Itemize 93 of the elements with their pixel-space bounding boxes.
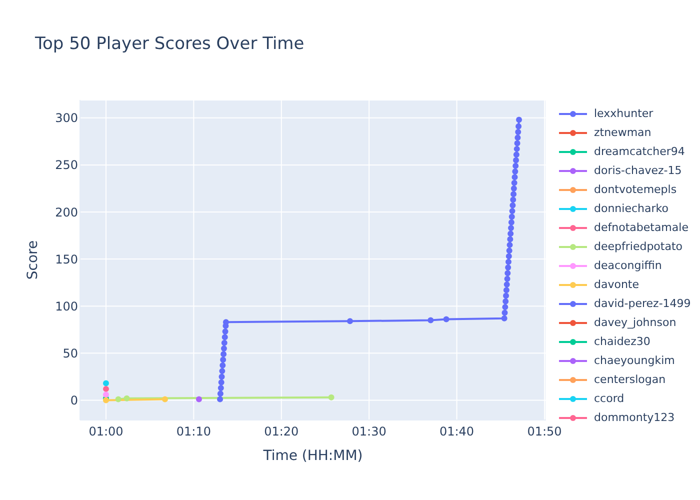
point — [220, 345, 227, 352]
y-tick-label: 100 — [55, 299, 78, 314]
legend-label: davey_johnson — [594, 316, 676, 329]
point — [502, 298, 509, 304]
point — [428, 317, 434, 324]
point — [510, 202, 516, 208]
point — [513, 157, 520, 164]
legend-label: doris-chavez-15 — [594, 164, 682, 177]
point — [516, 116, 522, 123]
point — [509, 208, 516, 214]
point — [507, 236, 514, 242]
point — [504, 270, 511, 276]
point — [222, 328, 228, 335]
point — [506, 253, 512, 260]
x-tick-label: 01:30 — [352, 424, 386, 439]
point — [102, 380, 109, 386]
legend-label: chaeyoungkim — [594, 354, 675, 367]
legend-label: dommonty123 — [594, 411, 675, 424]
y-tick-label: 300 — [55, 111, 78, 126]
point — [516, 123, 522, 130]
y-axis-title: Score — [25, 240, 41, 280]
point — [503, 287, 510, 294]
point — [221, 340, 228, 346]
point — [162, 396, 168, 402]
point — [515, 129, 522, 135]
point — [504, 281, 510, 288]
point — [502, 310, 508, 316]
point — [508, 230, 514, 237]
legend-label: dreamcatcher94 — [594, 145, 685, 158]
legend-label: centerslogan — [594, 373, 666, 386]
point — [115, 396, 122, 402]
point — [514, 140, 520, 146]
point — [510, 191, 517, 198]
legend-label: lexxhunter — [594, 107, 654, 120]
point — [505, 258, 512, 265]
x-tick-label: 01:50 — [527, 424, 562, 439]
point — [218, 385, 224, 391]
point — [510, 196, 516, 203]
point — [196, 396, 202, 402]
point — [222, 334, 228, 340]
point — [218, 379, 224, 386]
point — [506, 248, 512, 254]
x-tick-label: 01:20 — [264, 424, 299, 439]
point — [514, 146, 520, 152]
point — [508, 214, 515, 220]
point — [512, 162, 519, 169]
legend-label: donniecharko — [594, 202, 668, 215]
point — [506, 242, 513, 248]
legend-label: ccord — [594, 392, 624, 405]
point — [219, 368, 226, 374]
point — [443, 316, 450, 322]
legend-label: defnotabetamale — [594, 221, 688, 234]
point — [501, 315, 508, 322]
point — [508, 219, 514, 226]
point — [510, 185, 517, 192]
x-tick-label: 01:00 — [88, 424, 124, 439]
legend-label: ztnewman — [594, 126, 652, 139]
x-axis-title: Time (HH:MM) — [262, 448, 363, 464]
y-tick-label: 250 — [55, 158, 78, 172]
legend-label: chaidez30 — [594, 335, 650, 348]
point — [328, 394, 334, 400]
point — [508, 225, 514, 231]
legend-label: david-perez-1499 — [594, 297, 691, 310]
legend-label: davonte — [594, 278, 640, 291]
legend-label: dontvotemepls — [594, 183, 677, 196]
point — [217, 396, 224, 402]
point — [502, 304, 508, 310]
point — [513, 152, 520, 158]
point — [503, 292, 510, 299]
point — [512, 174, 518, 180]
point — [220, 362, 226, 368]
point — [505, 264, 512, 271]
point — [102, 392, 109, 398]
point — [124, 395, 130, 402]
point — [217, 390, 224, 397]
legend-label: deepfriedpotato — [594, 240, 683, 253]
point — [512, 168, 518, 175]
x-tick-label: 01:40 — [439, 424, 474, 439]
point — [220, 351, 227, 358]
point — [511, 180, 518, 186]
y-tick-label: 0 — [70, 393, 78, 408]
point — [220, 356, 226, 363]
y-tick-label: 50 — [62, 346, 78, 360]
point — [514, 134, 521, 141]
point — [102, 386, 109, 392]
legend-label: deacongiffin — [594, 259, 662, 272]
chart-title: Top 50 Player Scores Over Time — [35, 34, 304, 54]
point — [218, 374, 225, 380]
x-tick-label: 01:10 — [176, 424, 211, 439]
point — [504, 276, 510, 282]
y-tick-label: 150 — [55, 252, 78, 266]
y-tick-label: 200 — [55, 205, 78, 220]
point — [346, 318, 353, 324]
